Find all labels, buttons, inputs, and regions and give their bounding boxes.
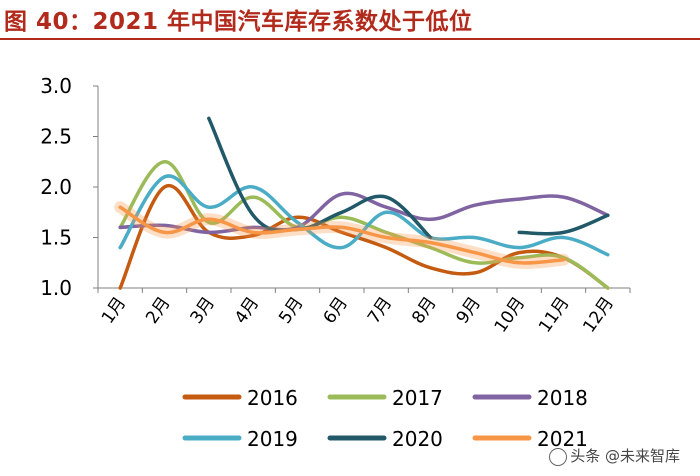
legend-label-2021: 2021 xyxy=(537,427,588,451)
series-2020-line xyxy=(517,213,610,236)
watermark-text: 头条 @未来智库 xyxy=(570,447,680,465)
x-tick-label: 10月 xyxy=(491,293,530,336)
x-tick-label: 8月 xyxy=(408,293,440,327)
x-tick-label: 1月 xyxy=(98,293,130,327)
series-2020-line xyxy=(207,116,433,240)
legend-label-2017: 2017 xyxy=(392,386,443,410)
y-tick-label: 3.0 xyxy=(40,74,72,98)
y-tick-label: 1.5 xyxy=(40,226,72,250)
x-tick-label: 12月 xyxy=(579,293,618,336)
chart-legend: 2016 2017 2018 2019 2020 2021 xyxy=(182,386,588,451)
chart-series-lines xyxy=(114,116,610,290)
series-2021-line xyxy=(118,205,566,265)
legend-label-2020: 2020 xyxy=(392,427,443,451)
x-tick-label: 4月 xyxy=(231,293,263,327)
x-tick-label: 7月 xyxy=(364,293,396,327)
x-tick-label: 6月 xyxy=(320,293,352,327)
series-2016-line xyxy=(118,183,610,290)
y-tick-label: 1.0 xyxy=(40,276,72,300)
series-2019-line xyxy=(118,174,610,257)
legend-label-2018: 2018 xyxy=(537,386,588,410)
y-tick-label: 2.0 xyxy=(40,175,72,199)
legend-label-2016: 2016 xyxy=(247,386,298,410)
title-underline xyxy=(0,38,700,40)
x-tick-label: 3月 xyxy=(187,293,219,327)
watermark: 头条 @未来智库 xyxy=(549,445,680,466)
series-2017-line xyxy=(118,160,610,290)
x-tick-label: 11月 xyxy=(535,293,574,336)
x-tick-label: 9月 xyxy=(453,293,485,327)
chart-axes: 1.0 1.5 2.0 2.5 3.0 1月 2月 3月 4月 5月 6月 7月 8月 9月 10月 11月 1… xyxy=(40,74,631,337)
series-2018-line xyxy=(118,191,610,235)
y-tick-label: 2.5 xyxy=(40,125,72,149)
x-tick-label: 2月 xyxy=(142,293,174,327)
chart-title: 图 40：2021 年中国汽车库存系数处于低位 xyxy=(4,9,473,35)
legend-label-2019: 2019 xyxy=(247,427,298,451)
watermark-logo-icon xyxy=(549,447,568,466)
x-tick-label: 5月 xyxy=(275,293,307,327)
